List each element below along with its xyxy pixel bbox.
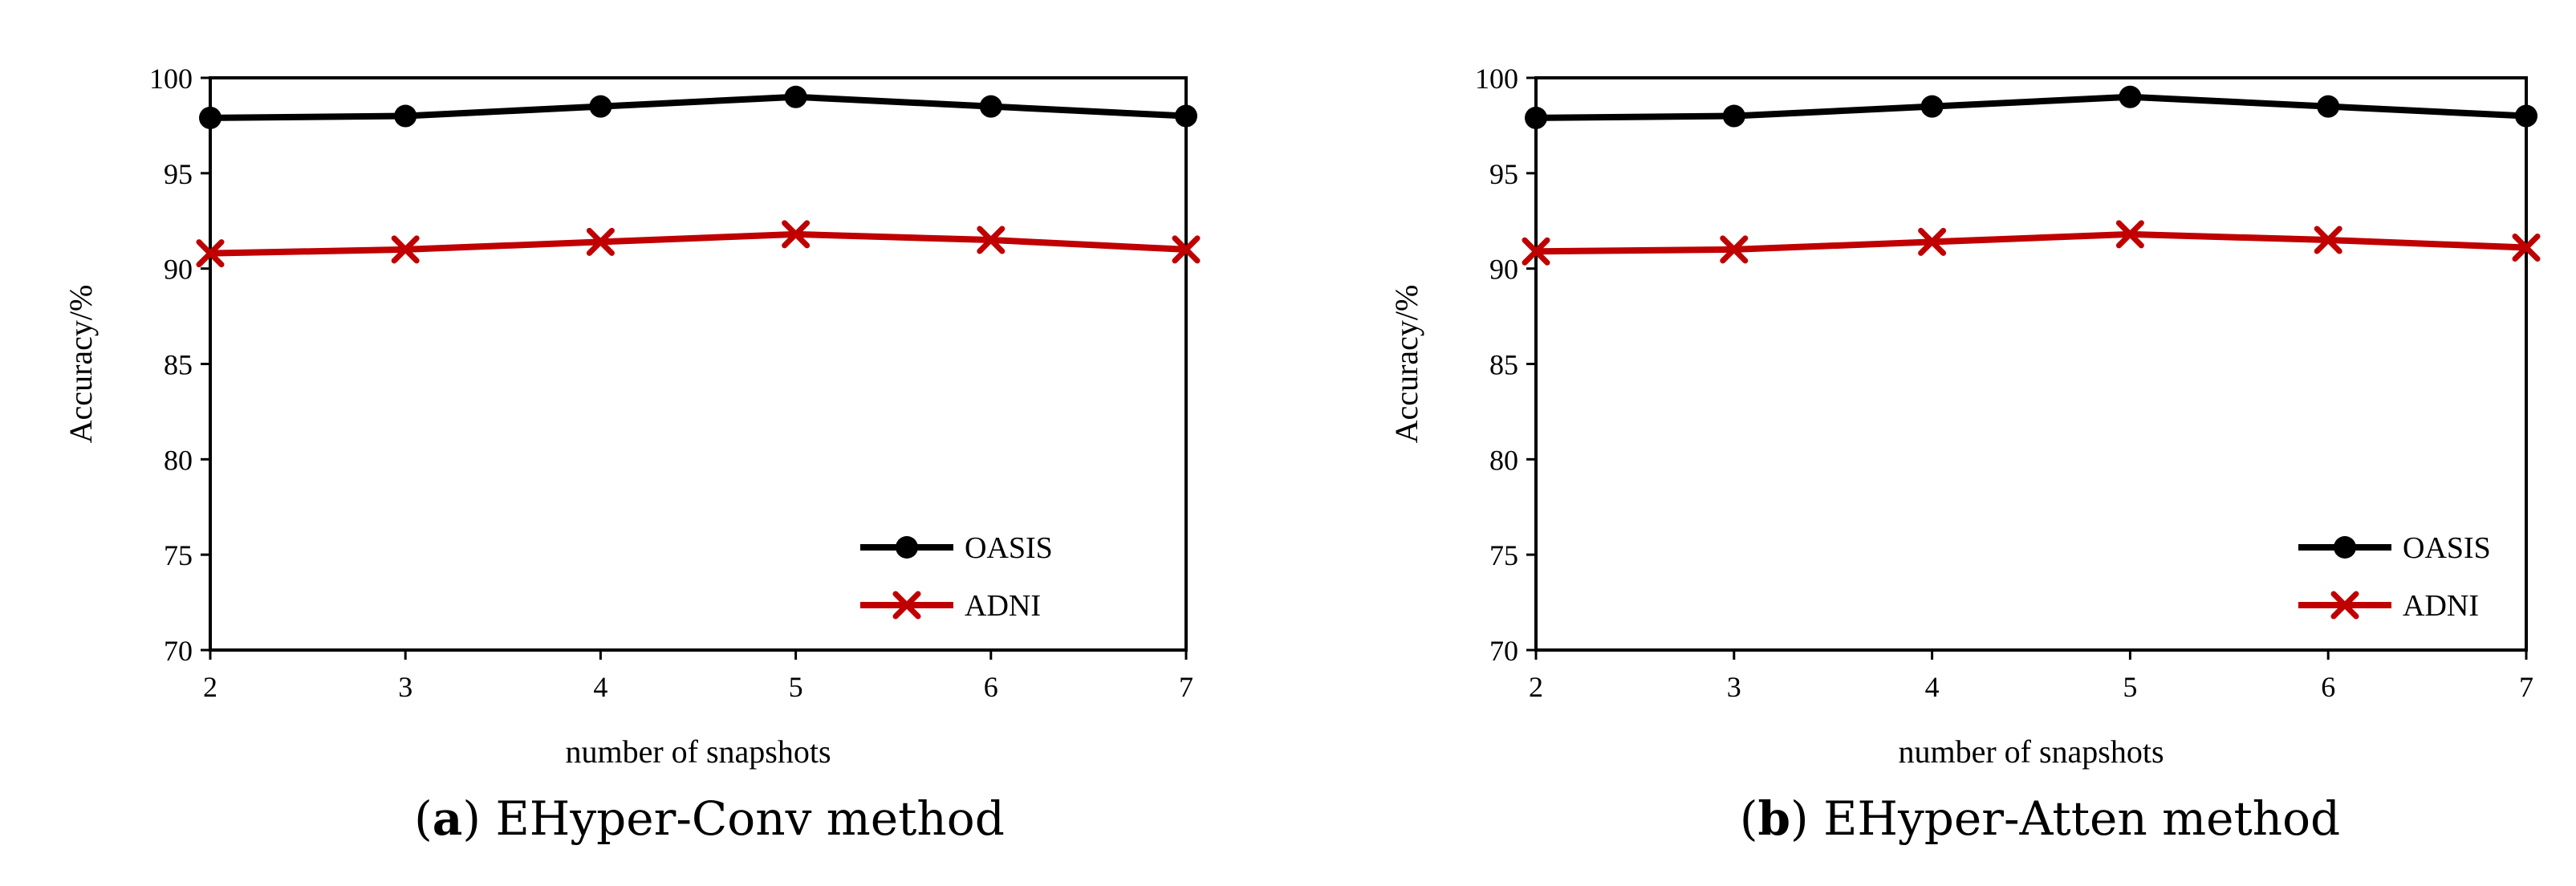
legend-label-oasis: OASIS bbox=[2403, 531, 2491, 565]
series-adni bbox=[1522, 220, 2541, 266]
data-point-oasis-4 bbox=[589, 95, 612, 118]
chart-panel-b: 70 75 80 85 90 95 100 2 3 4 5 6 7 Accuracy/% number of… bbox=[1388, 63, 2541, 846]
legend-marker-oasis bbox=[896, 536, 918, 559]
data-point-oasis-6 bbox=[979, 95, 1002, 118]
x-tick-label: 4 bbox=[593, 671, 607, 703]
y-tick-label: 100 bbox=[149, 63, 193, 95]
x-tick-label: 4 bbox=[1925, 671, 1940, 703]
data-point-oasis-5 bbox=[2119, 85, 2142, 108]
chart-panel-a: 70 75 80 85 90 95 100 2 3 4 5 6 7 Accuracy/% number of… bbox=[63, 63, 1201, 846]
series-line-oasis bbox=[209, 93, 1187, 121]
x-tick-label: 6 bbox=[984, 671, 998, 703]
panel-caption: (b) EHyper-Atten method bbox=[1740, 791, 2340, 846]
x-axis-title: number of snapshots bbox=[565, 734, 831, 770]
data-point-adni-5 bbox=[782, 220, 811, 249]
panel-label: b bbox=[1757, 791, 1790, 846]
y-tick-label: 70 bbox=[1489, 635, 1518, 667]
data-point-oasis-3 bbox=[394, 104, 417, 128]
legend: OASIS ADNI bbox=[2298, 531, 2491, 623]
panel-label: a bbox=[433, 791, 463, 846]
data-point-oasis-7 bbox=[2515, 104, 2537, 128]
data-point-adni-6 bbox=[2314, 226, 2342, 254]
y-tick-label: 80 bbox=[1489, 444, 1518, 476]
x-tick-label: 5 bbox=[2123, 671, 2137, 703]
x-tick-label: 2 bbox=[1529, 671, 1543, 703]
data-point-adni-7 bbox=[1172, 235, 1201, 264]
y-tick-label: 85 bbox=[164, 349, 193, 381]
y-tick-label: 75 bbox=[1489, 539, 1518, 571]
data-point-adni-6 bbox=[977, 226, 1006, 254]
y-tick-label: 75 bbox=[164, 539, 193, 571]
legend-label-adni: ADNI bbox=[965, 589, 1041, 623]
y-tick-label: 95 bbox=[164, 158, 193, 190]
y-tick-label: 80 bbox=[164, 444, 193, 476]
data-point-adni-3 bbox=[391, 235, 420, 264]
x-tick-label: 3 bbox=[398, 671, 412, 703]
legend-label-oasis: OASIS bbox=[965, 531, 1053, 565]
x-tick-label: 3 bbox=[1727, 671, 1741, 703]
legend-marker-adni bbox=[2330, 591, 2359, 620]
y-tick-label: 85 bbox=[1489, 349, 1518, 381]
x-tick-label: 7 bbox=[2519, 671, 2533, 703]
y-axis-title: Accuracy/% bbox=[63, 285, 99, 444]
y-tick-label: 70 bbox=[164, 635, 193, 667]
y-tick-label: 90 bbox=[164, 254, 193, 286]
series-oasis bbox=[199, 85, 1197, 129]
y-tick-label: 90 bbox=[1489, 254, 1518, 286]
series-line-adni bbox=[209, 230, 1187, 257]
x-tick-label: 5 bbox=[789, 671, 803, 703]
data-point-adni-3 bbox=[1720, 235, 1749, 264]
data-point-oasis-3 bbox=[1722, 104, 1745, 128]
x-tick-label: 2 bbox=[203, 671, 217, 703]
y-axis-title: Accuracy/% bbox=[1388, 285, 1424, 444]
data-point-oasis-4 bbox=[1920, 95, 1944, 118]
series-adni bbox=[196, 220, 1201, 268]
series-line-adni bbox=[1535, 230, 2527, 255]
x-tick-label: 7 bbox=[1179, 671, 1193, 703]
data-point-adni-2 bbox=[1522, 237, 1550, 266]
data-point-oasis-5 bbox=[784, 85, 807, 108]
data-point-oasis-2 bbox=[199, 106, 221, 129]
data-point-adni-4 bbox=[586, 227, 615, 256]
panel-caption: (a) EHyper-Conv method bbox=[414, 791, 1005, 846]
data-point-adni-5 bbox=[2115, 220, 2144, 249]
legend-label-adni: ADNI bbox=[2403, 589, 2479, 623]
series-oasis bbox=[1525, 85, 2537, 129]
panel-caption-text: EHyper-Atten method bbox=[1823, 791, 2340, 846]
panel-caption-text: EHyper-Conv method bbox=[495, 791, 1004, 846]
legend-marker-oasis bbox=[2334, 536, 2356, 559]
y-tick-label: 95 bbox=[1489, 158, 1518, 190]
data-point-oasis-6 bbox=[2317, 95, 2340, 118]
data-point-oasis-7 bbox=[1175, 104, 1197, 128]
data-point-adni-2 bbox=[196, 239, 225, 268]
data-point-adni-4 bbox=[1918, 227, 1947, 256]
x-axis-title: number of snapshots bbox=[1898, 734, 2164, 770]
legend: OASIS ADNI bbox=[860, 531, 1053, 623]
y-tick-label: 100 bbox=[1475, 63, 1518, 95]
series-line-oasis bbox=[1535, 93, 2527, 121]
data-point-oasis-2 bbox=[1525, 106, 1547, 129]
data-point-adni-7 bbox=[2512, 234, 2541, 262]
legend-marker-adni bbox=[892, 591, 921, 620]
x-tick-label: 6 bbox=[2321, 671, 2335, 703]
plot-frame bbox=[1534, 76, 2528, 652]
